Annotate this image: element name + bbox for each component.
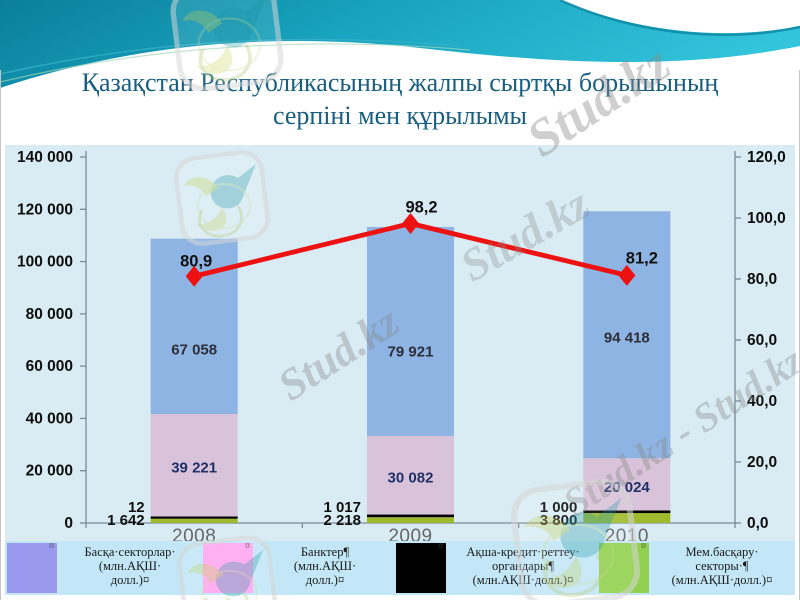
- page-title: Қазақстан Республикасының жалпы сыртқы б…: [0, 66, 800, 132]
- bar-segment: [583, 513, 671, 523]
- value-label: 79 921: [388, 343, 434, 360]
- axis-tick-label: 0: [64, 515, 73, 532]
- line-value-label: 81,2: [626, 249, 658, 267]
- value-label: 20 024: [604, 479, 651, 496]
- bar-segment: [583, 510, 671, 514]
- legend-label-line: (млн.АҚШ·: [98, 559, 162, 573]
- value-label: 3 800: [540, 512, 578, 529]
- axis-tick-label: 140 000: [17, 149, 73, 166]
- axis-tick-label: 120,0: [747, 149, 786, 166]
- bar-segment: [367, 226, 454, 436]
- axis-tick-label: 80,0: [747, 271, 777, 288]
- line-value-label: 80,9: [180, 252, 212, 270]
- chart-panel: 0 20 000 40 000 60 000 80 000 100 000 120 000 1…: [5, 145, 795, 547]
- bar-segment: [150, 516, 238, 519]
- legend-format-mark: ¤: [49, 541, 54, 552]
- legend-band: ¤ Басқа·секторлар· (млн.АҚШ· долл.)¤ ¤ Бан…: [5, 541, 795, 595]
- legend-label: Банктер¶ (млн.АҚШ· долл.)¤: [255, 545, 395, 587]
- legend-format-mark: ¤: [438, 541, 443, 552]
- legend-swatch: [7, 543, 57, 593]
- legend-label-line: секторы·¶: [695, 559, 749, 573]
- page-title-line2: серпіні мен құрылымы: [272, 101, 528, 130]
- axis-tick-label: 120 000: [17, 201, 73, 218]
- bar-segment: [150, 518, 238, 523]
- value-label: 1 642: [107, 512, 145, 529]
- combo-chart-svg: 0 20 000 40 000 60 000 80 000 100 000 120 000 1…: [17, 149, 786, 547]
- bar-segment: [367, 435, 454, 515]
- legend-label-line: Мем.басқару·: [685, 545, 759, 559]
- value-label: 94 418: [604, 330, 650, 347]
- legend-label-line: долл.)¤: [305, 573, 345, 587]
- bar-segment: [583, 211, 671, 459]
- value-label: 67 058: [171, 341, 217, 358]
- legend-label: Басқа·секторлар· (млн.АҚШ· долл.)¤: [60, 545, 200, 587]
- legend-label-line: (млн.АҚШ·долл.)¤: [671, 573, 773, 587]
- page-title-line1: Қазақстан Республикасының жалпы сыртқы б…: [81, 68, 719, 97]
- axis-tick-label: 0,0: [747, 515, 769, 532]
- axis-tick-label: 40,0: [747, 393, 777, 410]
- legend-label-line: Басқа·секторлар·: [84, 545, 176, 559]
- slide-edge-line: [0, 70, 1, 600]
- value-label: 39 221: [171, 460, 217, 477]
- value-label: 2 218: [323, 512, 361, 529]
- bar-segment: [367, 517, 454, 523]
- legend-label-line: долл.)¤: [110, 573, 150, 587]
- bar-segment: [367, 514, 454, 518]
- axis-tick-label: 60,0: [747, 332, 777, 349]
- value-label: 1 017: [323, 499, 361, 516]
- axis-tick-label: 20 000: [26, 463, 73, 480]
- axis-tick-label: 80 000: [26, 306, 73, 323]
- category-label: 2008: [172, 526, 216, 541]
- axis-tick-label: 100 000: [17, 254, 73, 271]
- category-label: 2010: [605, 526, 649, 541]
- legend-label-line: Банктер¶: [300, 545, 350, 559]
- legend-label-line: (млн.АҚШ·: [293, 559, 357, 573]
- line-value-label: 98,2: [405, 198, 437, 216]
- bar-segment: [150, 413, 238, 517]
- line-marker-diamond: [618, 264, 636, 286]
- legend-label: Мем.басқару· секторы·¶ (млн.АҚШ·долл.)¤: [651, 545, 793, 587]
- line-marker-diamond: [185, 265, 203, 287]
- legend-item: ¤ Мем.басқару· секторы·¶ (млн.АҚШ·долл.)¤: [5, 541, 795, 595]
- axis-tick-label: 100,0: [747, 210, 786, 227]
- axis-tick-label: 60 000: [26, 358, 73, 375]
- category-label: 2009: [388, 526, 432, 541]
- value-label: 12: [128, 499, 145, 516]
- legend-format-mark: ¤: [641, 541, 646, 552]
- header-swoosh-graphic: [0, 0, 800, 150]
- axis-tick-label: 40 000: [26, 410, 73, 427]
- line-marker-diamond: [402, 212, 419, 234]
- value-label: 30 082: [388, 470, 434, 487]
- legend-swatch: [396, 543, 446, 593]
- axis-tick-label: 20,0: [747, 454, 777, 471]
- legend-item: ¤ Басқа·секторлар· (млн.АҚШ· долл.)¤: [5, 541, 795, 595]
